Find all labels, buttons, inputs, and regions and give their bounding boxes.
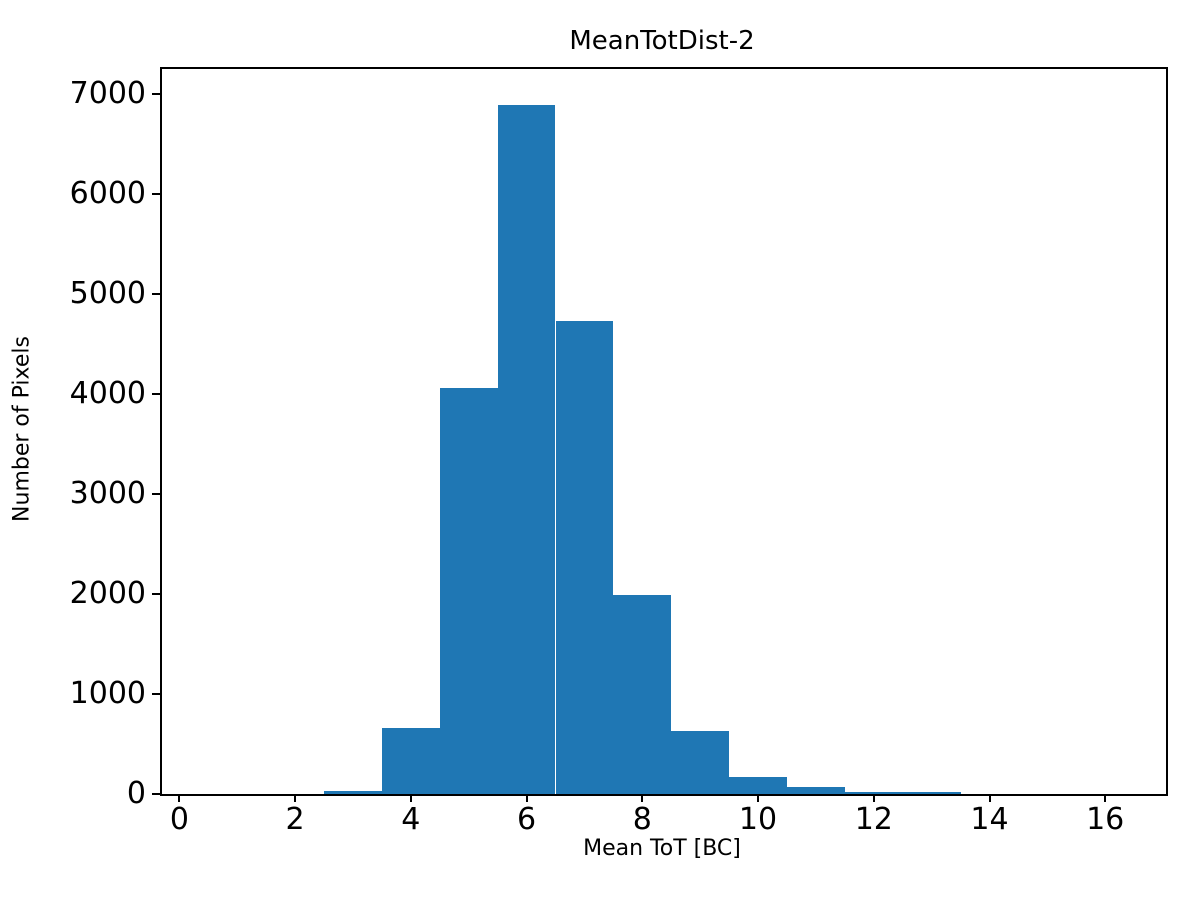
histogram-bar xyxy=(902,792,961,794)
y-tick-mark xyxy=(152,793,160,795)
x-tick-mark xyxy=(409,794,412,802)
x-tick-label: 14 xyxy=(970,802,1009,837)
x-tick-mark xyxy=(1104,794,1107,802)
x-tick-label: 0 xyxy=(169,802,189,837)
histogram-bar xyxy=(381,728,440,794)
histogram-bar xyxy=(729,776,787,794)
y-tick-mark xyxy=(152,293,160,295)
x-tick-label: 12 xyxy=(854,802,893,837)
y-tick-label: 7000 xyxy=(69,76,146,111)
histogram-bar xyxy=(555,320,614,794)
histogram-bar xyxy=(671,731,730,794)
y-tick-mark xyxy=(152,393,160,395)
y-tick-label: 6000 xyxy=(69,176,146,211)
x-axis-label: Mean ToT [BC] xyxy=(583,836,741,861)
histogram-bar xyxy=(439,387,498,794)
x-tick-label: 4 xyxy=(401,802,421,837)
histogram-bar xyxy=(324,790,382,794)
bars-layer xyxy=(162,69,1166,794)
y-tick-mark xyxy=(152,693,160,695)
x-tick-mark xyxy=(872,794,875,802)
x-tick-label: 8 xyxy=(632,802,652,837)
x-tick-label: 2 xyxy=(285,802,305,837)
x-tick-mark xyxy=(525,794,528,802)
y-tick-mark xyxy=(152,93,160,95)
x-tick-mark xyxy=(988,794,991,802)
plot-area xyxy=(160,67,1168,796)
y-tick-label: 0 xyxy=(126,776,146,811)
x-tick-mark xyxy=(641,794,644,802)
y-axis-label: Number of Pixels xyxy=(9,336,35,522)
y-tick-mark xyxy=(152,493,160,495)
x-tick-label: 16 xyxy=(1086,802,1125,837)
x-tick-mark xyxy=(178,794,181,802)
histogram-bar xyxy=(613,595,672,794)
y-tick-label: 2000 xyxy=(69,576,146,611)
x-tick-mark xyxy=(757,794,759,802)
y-tick-label: 3000 xyxy=(69,476,146,511)
x-tick-label: 6 xyxy=(517,802,537,837)
chart-title: MeanTotDist-2 xyxy=(569,26,755,56)
y-tick-mark xyxy=(152,193,160,195)
histogram-bar xyxy=(497,105,556,794)
x-tick-label: 10 xyxy=(738,802,778,837)
y-tick-label: 5000 xyxy=(69,276,146,311)
y-tick-mark xyxy=(152,593,160,595)
y-tick-label: 1000 xyxy=(69,676,146,711)
histogram-bar xyxy=(787,787,845,794)
x-tick-mark xyxy=(294,794,297,802)
histogram-bar xyxy=(844,791,903,794)
y-tick-label: 4000 xyxy=(69,376,146,411)
